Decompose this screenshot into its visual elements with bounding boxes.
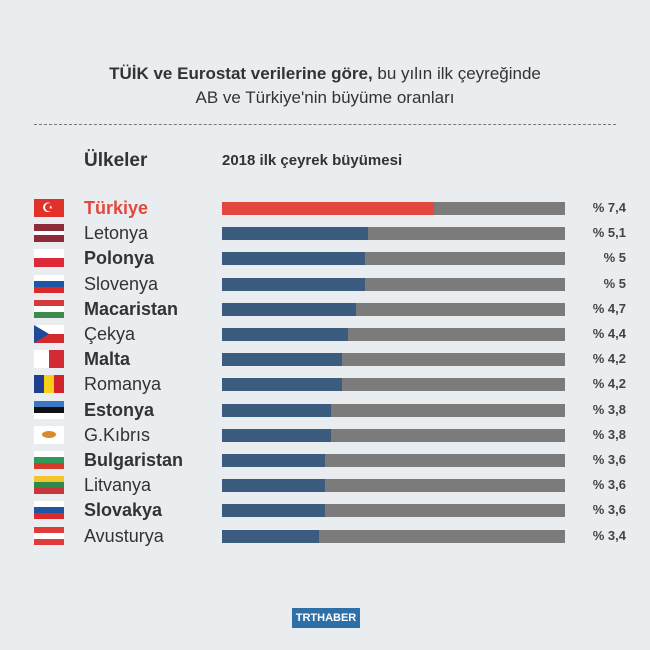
country-label: Macaristan [84, 298, 179, 319]
bar-fill [222, 202, 434, 215]
lithuania-flag-icon [34, 476, 64, 495]
title-rest: bu yılın ilk çeyreğinde [372, 64, 541, 83]
bar-fill [222, 403, 331, 417]
value-label: % 3,8 [592, 426, 626, 442]
bar-row: Litvanya % 3,6 [0, 473, 650, 498]
bar-row: Slovenya % 5 [0, 272, 650, 297]
bar-track [222, 403, 565, 417]
bar-row: Slovakya % 3,6 [0, 498, 650, 523]
bar-fill [222, 428, 331, 442]
value-label: % 5 [603, 275, 626, 291]
slovakia-flag-icon [34, 501, 64, 520]
country-label: Türkiye [84, 198, 149, 218]
value-label: % 3,4 [592, 527, 626, 543]
value-label: % 3,6 [592, 502, 626, 518]
title-line2: AB ve Türkiye'nin büyüme oranları [195, 88, 455, 107]
trthaber-logo: TRTHABER [292, 608, 360, 628]
value-label: % 5,1 [592, 225, 626, 241]
bar-fill [222, 302, 357, 316]
country-label: Polonya [84, 248, 155, 269]
title-bold: TÜİK ve Eurostat verilerine göre, [109, 64, 373, 83]
bar-fill [222, 504, 325, 518]
bar-track [222, 504, 565, 518]
value-label: % 3,6 [592, 452, 626, 467]
bar-track [222, 454, 565, 467]
poland-flag-icon [34, 249, 64, 268]
bar-track [222, 428, 565, 442]
value-label: % 3,6 [592, 477, 626, 493]
value-label: % 4,2 [592, 351, 626, 367]
chart-title: TÜİK ve Eurostat verilerine göre, bu yıl… [0, 62, 650, 110]
country-label: Bulgaristan [84, 450, 184, 470]
bar-track [222, 277, 565, 291]
bar-row: Çekya % 4,4 [0, 322, 650, 347]
category-header: Ülkeler [84, 150, 148, 171]
country-label: Slovenya [84, 273, 159, 294]
bar-fill [222, 277, 365, 291]
bar-fill [222, 252, 365, 266]
country-label: Letonya [84, 223, 149, 244]
turkey-flag-icon: ☪ [34, 199, 64, 217]
bar-fill [222, 328, 348, 341]
value-label: % 4,2 [592, 376, 626, 392]
bar-row: ☪ Türkiye % 7,4 [0, 196, 650, 221]
latvia-flag-icon [34, 224, 64, 243]
country-label: Avusturya [84, 525, 164, 546]
country-label: Malta [84, 349, 131, 370]
hungary-flag-icon [34, 299, 64, 318]
country-label: G.Kıbrıs [84, 424, 151, 445]
value-label: % 7,4 [592, 200, 626, 215]
country-label: Çekya [84, 324, 136, 344]
value-label: % 4,4 [592, 326, 626, 341]
bar-row: Malta % 4,2 [0, 347, 650, 372]
bar-track [222, 202, 565, 215]
bar-track [222, 328, 565, 341]
bar-row: Avusturya % 3,4 [0, 524, 650, 549]
bar-row: Letonya % 5,1 [0, 221, 650, 246]
cyprus-flag-icon [34, 425, 64, 444]
slovenia-flag-icon [34, 274, 64, 293]
bar-fill [222, 479, 325, 493]
bar-track [222, 252, 565, 266]
bar-fill [222, 378, 343, 392]
value-label: % 3,8 [592, 401, 626, 417]
country-label: Litvanya [84, 475, 152, 496]
country-label: Slovakya [84, 500, 163, 521]
czechia-flag-icon [34, 325, 64, 343]
estonia-flag-icon [34, 400, 64, 419]
bar-row: Romanya % 4,2 [0, 372, 650, 397]
bar-row: Polonya % 5 [0, 246, 650, 271]
bar-row: Estonya % 3,8 [0, 398, 650, 423]
value-header: 2018 ilk çeyrek büyümesi [222, 152, 403, 169]
bar-fill [222, 454, 325, 467]
country-label: Estonya [84, 399, 155, 420]
value-label: % 5 [603, 250, 626, 266]
bar-track [222, 378, 565, 392]
bar-track [222, 227, 565, 241]
bar-row: G.Kıbrıs % 3,8 [0, 423, 650, 448]
bar-fill [222, 227, 368, 241]
bar-row: Macaristan % 4,7 [0, 297, 650, 322]
divider [34, 124, 616, 125]
bar-track [222, 302, 565, 316]
bar-track [222, 479, 565, 493]
bar-fill [222, 529, 320, 543]
austria-flag-icon [34, 526, 64, 545]
bar-track [222, 353, 565, 367]
romania-flag-icon [34, 375, 64, 394]
bar-track [222, 529, 565, 543]
bar-fill [222, 353, 343, 367]
bar-row: Bulgaristan % 3,6 [0, 448, 650, 473]
country-label: Romanya [84, 374, 162, 395]
bulgaria-flag-icon [34, 451, 64, 469]
value-label: % 4,7 [592, 300, 626, 316]
malta-flag-icon [34, 350, 64, 369]
